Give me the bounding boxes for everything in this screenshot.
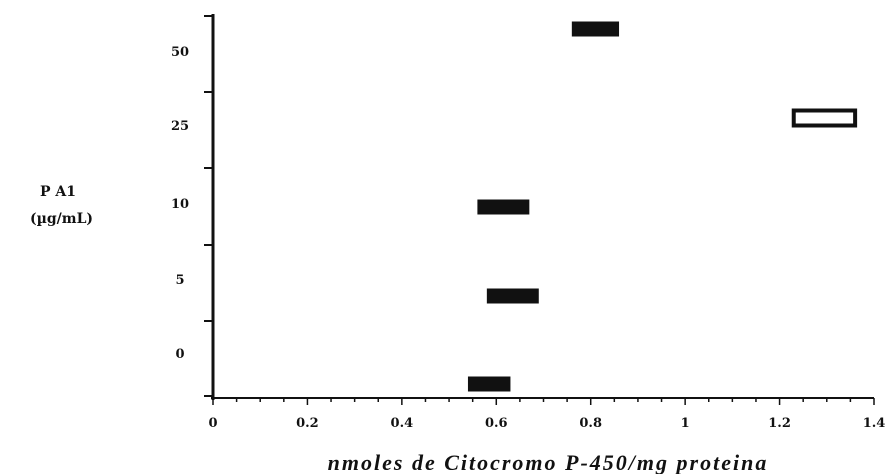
bar-0 <box>467 376 511 392</box>
x-tick-label: 1 <box>681 416 690 431</box>
x-tick-label: 1.4 <box>863 416 886 431</box>
y-tick-label: 50 <box>171 45 189 60</box>
x-tick-label: 0.8 <box>579 416 602 431</box>
x-tick-label: 0 <box>208 416 217 431</box>
y-tick-label: 0 <box>175 347 184 362</box>
y-axis-title-line2: (µg/mL) <box>30 211 93 227</box>
y-axis-title-line1: P A1 <box>40 184 76 200</box>
x-tick-label: 0.4 <box>391 416 414 431</box>
y-axis: 0 5 10 25 50 <box>171 14 215 400</box>
y-tick-label: 25 <box>171 119 189 134</box>
bar-5 <box>486 288 539 304</box>
y-tick-label: 10 <box>171 197 189 212</box>
x-tick-label: 0.2 <box>296 416 319 431</box>
x-tick-label: 1.2 <box>768 416 791 431</box>
x-axis-title: nmoles de Citocromo P-450/mg proteina <box>328 450 769 474</box>
x-tick-label: 0.6 <box>485 416 508 431</box>
bar-25 <box>791 108 858 128</box>
x-axis: 0 0.2 0.4 0.6 0.8 1 1.2 1.4 <box>208 397 886 431</box>
bars <box>467 21 858 392</box>
y-tick-label: 5 <box>175 273 184 288</box>
bar-50 <box>571 21 620 37</box>
bar-10 <box>477 199 530 215</box>
